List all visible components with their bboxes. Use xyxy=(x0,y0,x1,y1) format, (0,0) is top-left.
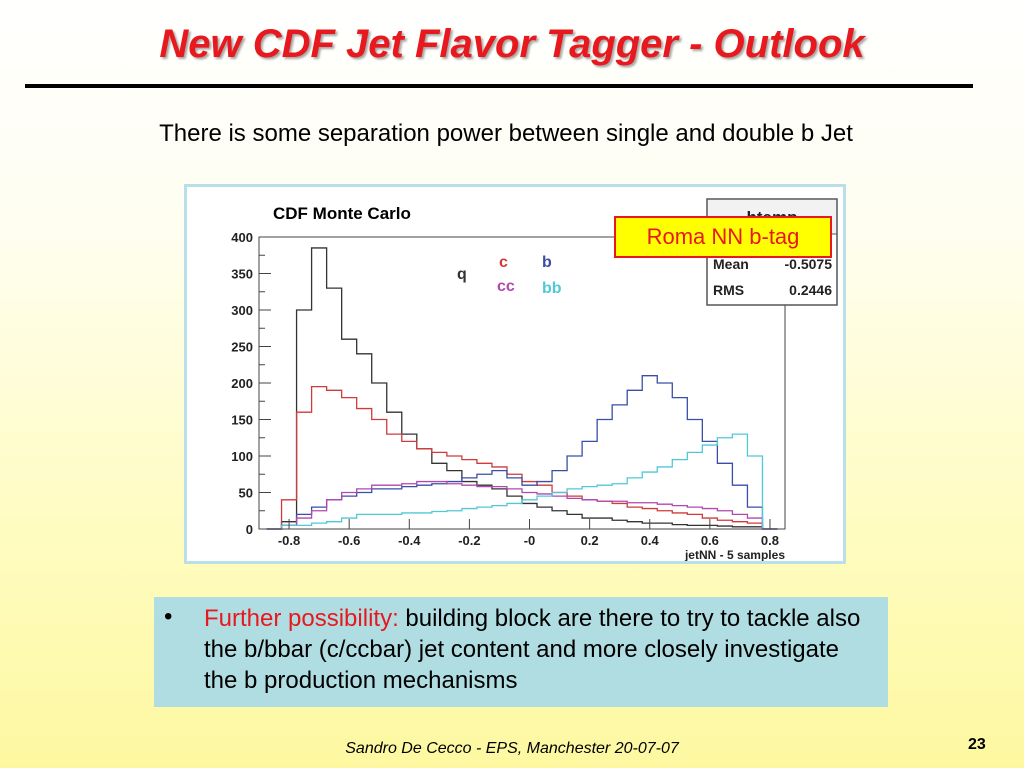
y-tick-label: 0 xyxy=(246,522,253,537)
histogram-series-4 xyxy=(266,433,778,530)
y-tick-label: 200 xyxy=(231,376,253,391)
x-tick-label: 0.8 xyxy=(761,533,779,548)
bullet-box: • Further possibility: building block ar… xyxy=(154,597,888,707)
y-tick-label: 150 xyxy=(231,413,253,428)
bullet-text: Further possibility: building block are … xyxy=(204,603,874,696)
stats-label: RMS xyxy=(713,282,744,298)
slide-subtitle: There is some separation power between s… xyxy=(159,120,853,147)
x-tick-label: -0 xyxy=(524,533,536,548)
roma-nn-btag-callout: Roma NN b-tag xyxy=(614,216,832,258)
legend-label-c: c xyxy=(499,254,508,271)
y-tick-label: 400 xyxy=(231,230,253,245)
legend-label-cc: cc xyxy=(497,278,515,295)
bullet-body: building block are there to try to tackl… xyxy=(204,605,861,694)
stats-value: -0.5075 xyxy=(785,256,833,272)
stats-value: 0.2446 xyxy=(789,282,832,298)
x-tick-label: -0.4 xyxy=(398,533,421,548)
chart-title: CDF Monte Carlo xyxy=(273,204,411,223)
stats-label: Mean xyxy=(713,256,749,272)
slide-title: New CDF Jet Flavor Tagger - Outlook xyxy=(159,22,865,66)
legend-label-bb: bb xyxy=(542,280,562,297)
page-number: 23 xyxy=(968,736,986,753)
histogram-series-2 xyxy=(266,375,778,530)
title-divider xyxy=(25,84,973,88)
x-axis-label: jetNN - 5 samples xyxy=(684,548,785,561)
x-tick-label: -0.6 xyxy=(338,533,360,548)
legend-label-q: q xyxy=(457,266,467,283)
y-tick-label: 100 xyxy=(231,449,253,464)
x-tick-label: 0.2 xyxy=(581,533,599,548)
histogram-series-3 xyxy=(266,480,778,530)
slide-footer: Sandro De Cecco - EPS, Manchester 20-07-… xyxy=(345,740,679,757)
y-tick-label: 250 xyxy=(231,340,253,355)
y-tick-label: 300 xyxy=(231,303,253,318)
x-tick-label: 0.4 xyxy=(641,533,660,548)
y-tick-label: 50 xyxy=(239,486,253,501)
x-tick-label: -0.2 xyxy=(458,533,480,548)
y-tick-label: 350 xyxy=(231,267,253,282)
legend-label-b: b xyxy=(542,254,552,271)
histogram-series-0 xyxy=(266,247,778,530)
bullet-highlight: Further possibility: xyxy=(204,605,399,632)
bullet-marker: • xyxy=(164,603,173,630)
x-tick-label: -0.8 xyxy=(278,533,300,548)
x-tick-label: 0.6 xyxy=(701,533,719,548)
